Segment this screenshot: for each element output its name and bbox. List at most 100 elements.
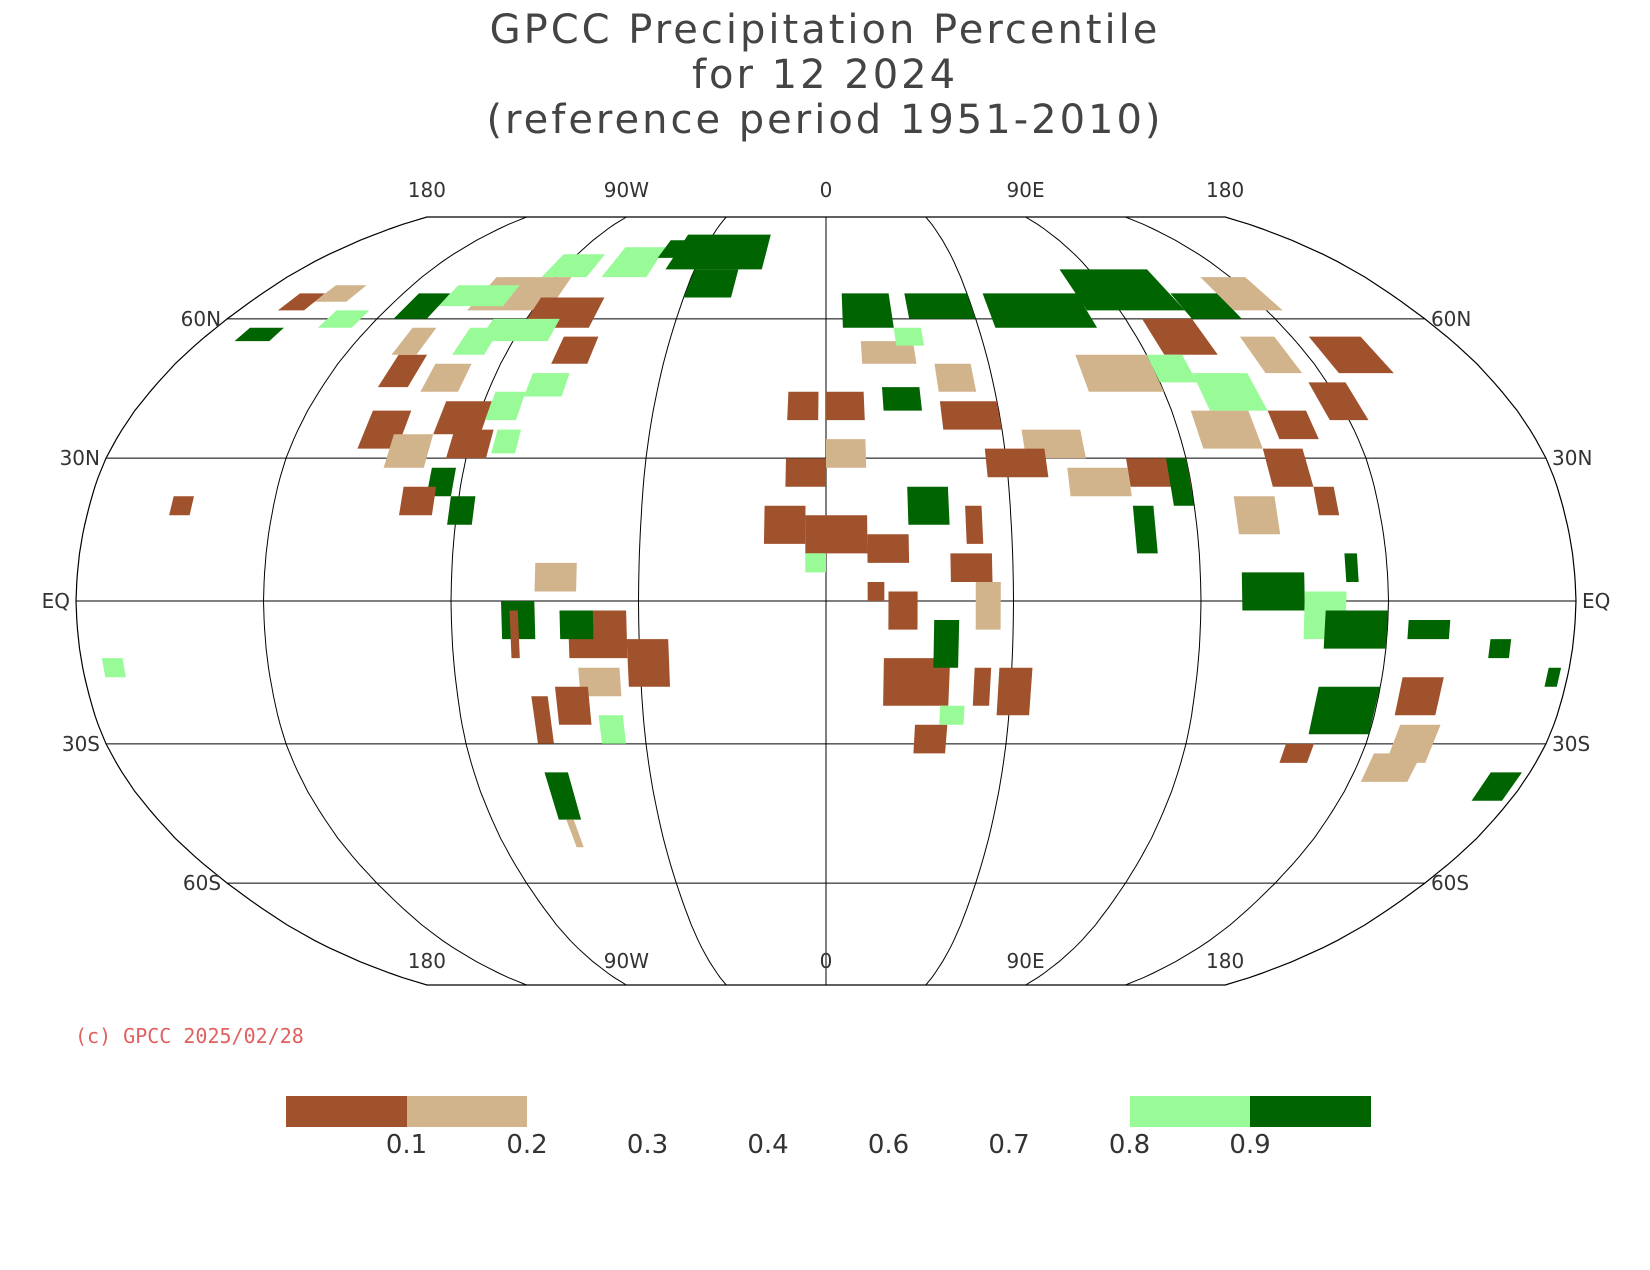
precip-patch — [950, 553, 993, 582]
precip-patch — [541, 254, 606, 278]
precip-patch — [1488, 639, 1512, 659]
precip-patch — [1132, 505, 1158, 554]
lon-label-top: 90W — [604, 178, 649, 202]
precip-patch — [893, 327, 925, 346]
precip-patch — [420, 363, 472, 392]
precip-patch — [1544, 667, 1562, 687]
precip-patch — [1146, 354, 1198, 383]
lon-label-bottom: 90W — [604, 949, 649, 973]
precip-patch — [391, 327, 437, 355]
precip-patch — [888, 591, 918, 630]
precip-patch — [1190, 410, 1263, 449]
precip-patch — [452, 327, 501, 355]
copyright-text: (c) GPCC 2025/02/28 — [75, 1024, 304, 1048]
lat-label-right: 60S — [1431, 871, 1469, 895]
lon-label-top: 180 — [1206, 178, 1244, 202]
graticule — [75, 216, 1577, 986]
precip-patch — [438, 285, 520, 307]
precip-patch — [1313, 486, 1340, 516]
lon-label-top: 90E — [1007, 178, 1045, 202]
precip-patch — [1075, 354, 1164, 392]
precip-patch — [1344, 553, 1359, 582]
precip-patch — [446, 429, 494, 459]
precip-patch — [1142, 318, 1218, 355]
precip-patch — [626, 639, 670, 687]
precip-patch — [1394, 677, 1444, 716]
precip-patch — [101, 658, 126, 678]
precip-patch — [1200, 277, 1283, 311]
lat-label-left: 60N — [181, 307, 221, 331]
precip-patch — [683, 269, 739, 298]
precip-patch — [982, 293, 1098, 328]
lat-label-left: EQ — [42, 589, 70, 613]
lon-label-top: 0 — [820, 178, 833, 202]
precip-patch — [939, 401, 1002, 430]
lon-label-bottom: 0 — [820, 949, 833, 973]
lat-label-right: EQ — [1582, 589, 1610, 613]
precip-patch — [972, 667, 992, 706]
lon-label-bottom: 180 — [408, 949, 446, 973]
precip-patch — [169, 496, 194, 516]
map-outline — [75, 216, 1577, 986]
precip-patch — [657, 240, 697, 258]
precip-patch — [578, 667, 622, 697]
precip-patch — [433, 401, 492, 435]
precip-patch — [826, 391, 865, 421]
precip-patch — [1262, 448, 1314, 487]
precip-patch — [1308, 336, 1394, 374]
precip-patch — [478, 318, 560, 342]
precip-patch — [965, 505, 984, 544]
precip-patch — [904, 293, 976, 319]
precip-patch — [1471, 772, 1522, 801]
precip-patch — [1166, 458, 1195, 506]
precip-patch — [860, 341, 917, 364]
precip-patch — [551, 336, 599, 364]
precip-patch — [1067, 467, 1132, 497]
precip-patch — [1170, 293, 1242, 319]
precip-patch — [913, 724, 948, 754]
precip-patch — [566, 819, 584, 848]
precip-patch — [763, 505, 806, 544]
precip-patch — [277, 293, 325, 311]
precip-patch — [1308, 382, 1369, 421]
precip-patch — [933, 620, 960, 668]
precip-patch — [534, 562, 577, 592]
precip-patch — [555, 686, 592, 725]
lat-label-left: 30S — [62, 732, 100, 756]
graticule-labels: 180 180 90W 90W 0 0 90E 90E 180 180 60N 60N 30N 30N EQ… — [42, 178, 1611, 973]
precip-patch — [826, 439, 867, 468]
precip-patch — [383, 434, 434, 468]
precip-patch — [393, 293, 451, 319]
precip-patch — [934, 363, 977, 392]
precip-patch — [523, 373, 570, 397]
precip-patch — [1267, 410, 1319, 440]
precip-patch — [805, 515, 868, 554]
precip-patch — [559, 610, 594, 640]
lon-label-top: 180 — [408, 178, 446, 202]
precip-patch — [1323, 610, 1389, 649]
chart-title: GPCC Precipitation Percentile for 12 202… — [0, 8, 1650, 143]
precip-patch — [447, 496, 476, 525]
lon-label-bottom: 180 — [1206, 949, 1244, 973]
precip-patch — [1233, 496, 1281, 535]
precip-patch — [907, 486, 950, 525]
lat-label-left: 30N — [60, 446, 100, 470]
lat-label-right: 60N — [1431, 307, 1471, 331]
precip-patch — [984, 448, 1049, 478]
lat-label-right: 30S — [1552, 732, 1590, 756]
precip-patch — [1241, 572, 1305, 611]
precip-patch — [601, 247, 666, 278]
precip-patch — [544, 772, 582, 820]
precip-patch — [785, 458, 826, 487]
precip-patch — [1360, 753, 1422, 782]
title-line-1: GPCC Precipitation Percentile — [489, 7, 1161, 53]
lat-label-right: 30N — [1552, 446, 1592, 470]
precip-patch — [1192, 373, 1268, 411]
precip-patch — [485, 391, 526, 421]
precip-patch — [805, 553, 826, 573]
precipitation-anomaly-patches — [101, 234, 1562, 848]
precip-patch — [1279, 743, 1314, 763]
precip-patch — [939, 705, 965, 725]
precip-patch — [598, 715, 626, 744]
precip-patch — [234, 327, 284, 342]
